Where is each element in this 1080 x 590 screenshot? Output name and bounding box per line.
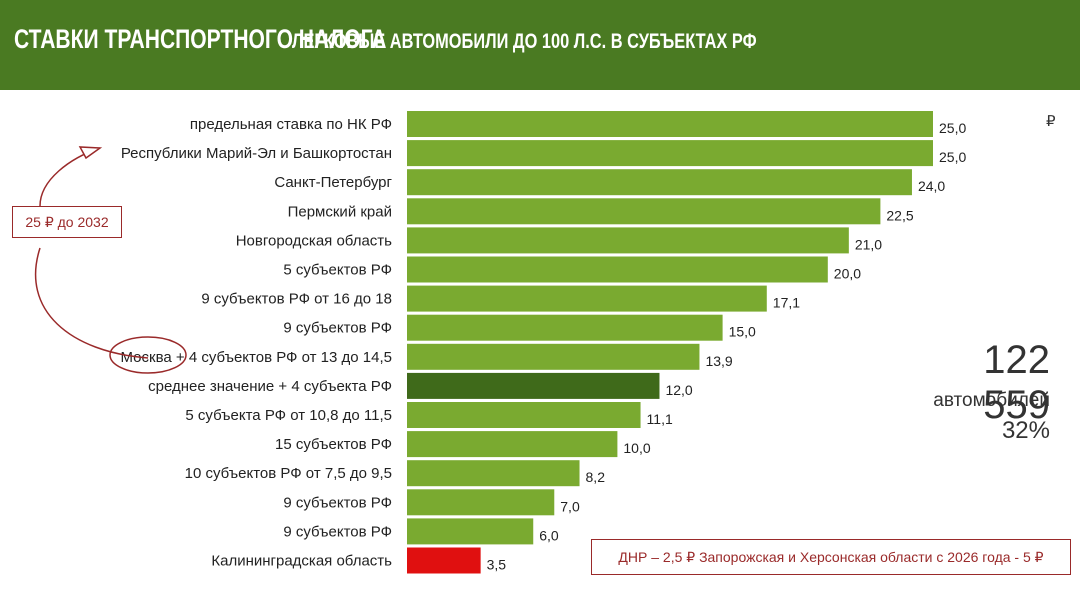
currency-symbol: ₽	[1046, 113, 1056, 130]
cars-count: 122 559	[983, 338, 1050, 427]
category-label: Калининградская область	[211, 553, 392, 570]
value-label: 15,0	[729, 324, 756, 340]
category-label: Москва + 4 субъектов РФ от 13 до 14,5	[121, 349, 392, 366]
bar	[407, 227, 849, 254]
category-label: 9 субъектов РФ	[283, 320, 392, 337]
category-label: 9 субъектов РФ	[283, 494, 392, 511]
header-banner	[0, 0, 1080, 90]
cars-label: автомобилей	[933, 390, 1050, 411]
callout-arrow	[34, 147, 149, 359]
bar	[407, 169, 912, 196]
category-label: Пермский край	[288, 203, 392, 220]
bar	[407, 547, 481, 574]
category-label: Новгородская область	[236, 232, 392, 249]
value-label: 13,9	[705, 353, 732, 369]
category-label: 15 субъектов РФ	[275, 436, 392, 453]
value-label: 7,0	[560, 498, 580, 514]
value-label: 20,0	[834, 266, 861, 282]
note-box: ДНР – 2,5 ₽ Запорожская и Херсонская обл…	[591, 539, 1071, 575]
category-label: 10 субъектов РФ от 7,5 до 9,5	[185, 465, 392, 482]
category-label: Республики Марий-Эл и Башкортостан	[121, 145, 392, 162]
arrow-head-icon	[78, 146, 103, 160]
value-label: 25,0	[939, 120, 966, 136]
category-label: 9 субъектов РФ	[283, 523, 392, 540]
value-label: 17,1	[773, 295, 800, 311]
page-title: СТАВКИ ТРАНСПОРТНОГО НАЛОГА	[14, 24, 387, 54]
callout-box: 25 ₽ до 2032	[12, 206, 122, 238]
bar	[407, 256, 828, 283]
value-label: 10,0	[623, 440, 650, 456]
value-label: 6,0	[539, 527, 559, 543]
value-label: 11,1	[647, 411, 673, 427]
bar	[407, 372, 660, 399]
bar	[407, 489, 555, 516]
bar	[407, 518, 534, 545]
bar	[407, 314, 723, 341]
value-label: 22,5	[886, 207, 913, 223]
bar	[407, 111, 933, 137]
value-label: 21,0	[855, 236, 882, 252]
category-label: 5 субъектов РФ	[283, 262, 392, 279]
value-label: 3,5	[487, 557, 507, 573]
value-label: 25,0	[939, 149, 966, 165]
bar	[407, 198, 881, 225]
bar	[407, 140, 933, 167]
value-label: 8,2	[586, 469, 606, 485]
bar	[407, 431, 618, 458]
value-label: 24,0	[918, 178, 945, 194]
bar	[407, 285, 767, 312]
category-label: среднее значение + 4 субъекта РФ	[148, 378, 392, 395]
bar	[407, 402, 641, 428]
category-label: предельная ставка по НК РФ	[190, 116, 392, 133]
cars-percent: 32%	[1001, 417, 1050, 444]
page-subtitle: ЛЕГКОВЫЕ АВТОМОБИЛИ ДО 100 Л.С. В СУБЪЕК…	[292, 30, 757, 53]
category-label: 5 субъекта РФ от 10,8 до 11,5	[185, 407, 392, 424]
moscow-highlight-circle	[109, 336, 187, 374]
value-label: 12,0	[665, 382, 692, 398]
category-label: Санкт-Петербург	[274, 174, 392, 191]
bar	[407, 343, 700, 370]
bar	[407, 460, 580, 487]
category-label: 9 субъектов РФ от 16 до 18	[201, 291, 392, 308]
